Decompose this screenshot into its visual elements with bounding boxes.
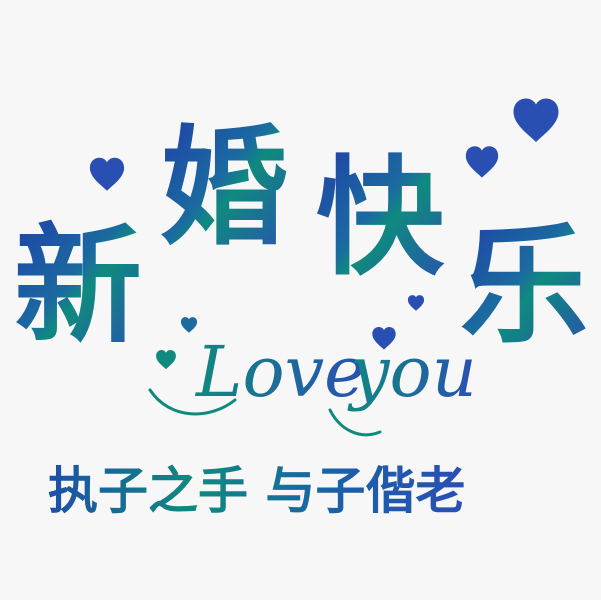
heart-icon bbox=[513, 98, 559, 142]
script-flourish bbox=[148, 388, 382, 437]
heart-icon bbox=[89, 157, 125, 191]
script-you: you bbox=[347, 331, 477, 413]
script-love: Love bbox=[194, 331, 366, 413]
title-char-kuai: 快 bbox=[316, 143, 445, 293]
title-char-xin: 新 bbox=[14, 211, 142, 361]
subtitle: 执子之手 与子偕老 bbox=[48, 462, 465, 520]
title-char-hun: 婚 bbox=[160, 113, 288, 263]
heart-icon bbox=[465, 146, 499, 178]
heart-icon bbox=[156, 350, 176, 370]
heart-icon bbox=[180, 317, 198, 333]
heart-icon bbox=[407, 295, 425, 311]
title-char-le: 乐 bbox=[460, 211, 588, 361]
